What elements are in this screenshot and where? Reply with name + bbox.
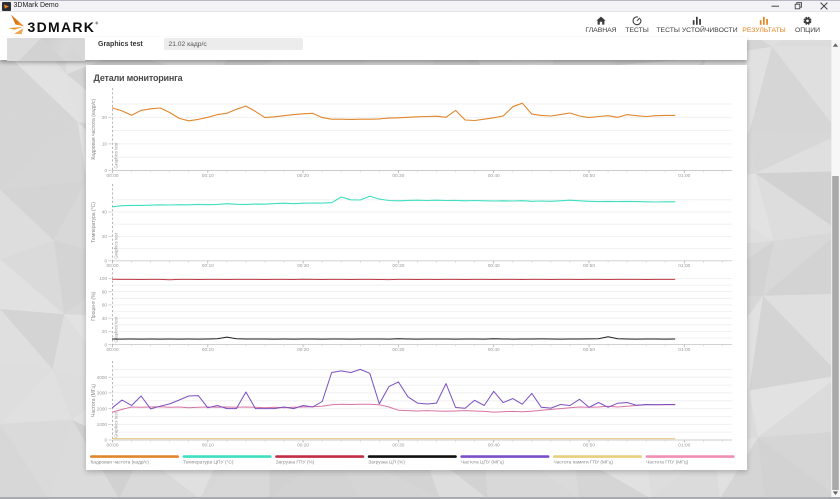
svg-text:Graphics test: Graphics test — [114, 232, 119, 259]
svg-text:20: 20 — [102, 115, 108, 120]
svg-text:00:40: 00:40 — [488, 263, 500, 269]
svg-text:00:00: 00:00 — [106, 263, 118, 269]
svg-text:00:30: 00:30 — [392, 347, 404, 353]
svg-text:Процент (%): Процент (%) — [91, 291, 97, 320]
svg-text:00:10: 00:10 — [202, 173, 214, 179]
svg-text:00:20: 00:20 — [297, 173, 309, 179]
svg-text:00:50: 00:50 — [583, 173, 595, 179]
svg-text:00:10: 00:10 — [202, 442, 214, 448]
svg-text:3000: 3000 — [97, 391, 108, 396]
svg-text:00:40: 00:40 — [488, 442, 500, 448]
svg-text:Graphics test: Graphics test — [114, 316, 119, 343]
svg-text:0: 0 — [104, 259, 107, 264]
svg-text:00:20: 00:20 — [297, 347, 309, 353]
svg-text:Частота ГПУ (МГц): Частота ГПУ (МГц) — [646, 459, 688, 465]
svg-text:Температура (°C): Температура (°C) — [91, 202, 97, 243]
svg-text:10: 10 — [102, 142, 108, 147]
svg-text:Загрузка ГПУ (%): Загрузка ГПУ (%) — [276, 459, 315, 465]
svg-text:00:00: 00:00 — [106, 347, 118, 353]
svg-text:00:30: 00:30 — [392, 173, 404, 179]
svg-text:0: 0 — [104, 438, 107, 443]
svg-text:Graphics test: Graphics test — [114, 411, 119, 438]
svg-text:2000: 2000 — [97, 406, 108, 411]
svg-text:00:20: 00:20 — [297, 442, 309, 448]
svg-text:20: 20 — [102, 329, 108, 334]
svg-text:00:00: 00:00 — [106, 173, 118, 179]
svg-text:Частота ЦПУ (МГц): Частота ЦПУ (МГц) — [461, 459, 504, 465]
svg-text:0: 0 — [104, 168, 107, 173]
svg-text:Кадровая частота (кадр/с): Кадровая частота (кадр/с) — [91, 459, 150, 465]
svg-text:40: 40 — [102, 316, 108, 321]
svg-text:00:20: 00:20 — [297, 263, 309, 269]
svg-text:00:00: 00:00 — [106, 442, 118, 448]
svg-text:100: 100 — [99, 276, 107, 281]
svg-text:0: 0 — [104, 342, 107, 347]
svg-text:Кадровая частота (кадр/с): Кадровая частота (кадр/с) — [91, 98, 97, 159]
svg-text:Частота памяти ГПУ (МГц): Частота памяти ГПУ (МГц) — [554, 459, 614, 465]
svg-text:01:00: 01:00 — [678, 347, 690, 353]
svg-text:Загрузка ЦП (%): Загрузка ЦП (%) — [368, 459, 405, 465]
svg-text:00:10: 00:10 — [202, 347, 214, 353]
svg-text:01:00: 01:00 — [678, 173, 690, 179]
svg-text:Graphics test: Graphics test — [114, 142, 119, 169]
svg-text:4000: 4000 — [97, 375, 108, 380]
svg-text:01:00: 01:00 — [678, 442, 690, 448]
svg-text:Частота (МГц): Частота (МГц) — [91, 384, 97, 417]
svg-text:Температура ЦПУ (°C): Температура ЦПУ (°C) — [183, 459, 234, 465]
svg-text:00:30: 00:30 — [392, 263, 404, 269]
svg-text:00:30: 00:30 — [392, 442, 404, 448]
svg-text:1000: 1000 — [97, 422, 108, 427]
svg-text:00:10: 00:10 — [202, 263, 214, 269]
svg-text:80: 80 — [102, 289, 108, 294]
svg-text:00:40: 00:40 — [488, 173, 500, 179]
svg-text:00:50: 00:50 — [583, 347, 595, 353]
svg-text:00:50: 00:50 — [583, 442, 595, 448]
svg-text:01:00: 01:00 — [678, 263, 690, 269]
svg-text:60: 60 — [102, 303, 108, 308]
svg-text:00:40: 00:40 — [488, 347, 500, 353]
svg-text:00:50: 00:50 — [583, 263, 595, 269]
svg-text:40: 40 — [102, 210, 108, 215]
svg-text:20: 20 — [102, 234, 108, 239]
